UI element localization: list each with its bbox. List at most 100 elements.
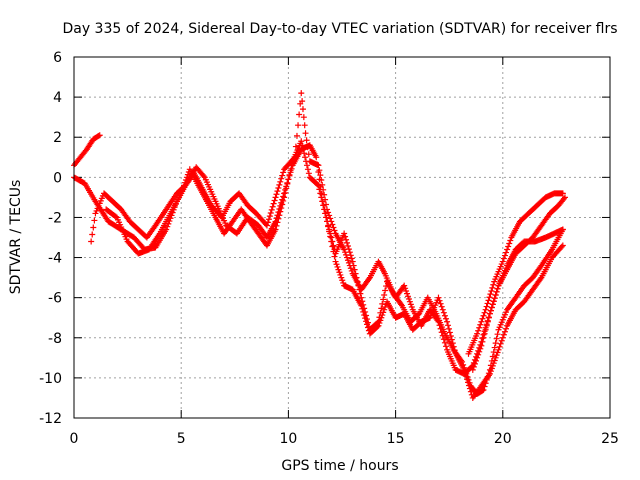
data-point: [95, 132, 102, 139]
data-point: [293, 132, 300, 139]
data-point: [265, 216, 272, 223]
data-point: [180, 185, 187, 192]
data-point: [298, 138, 305, 145]
data-point: [441, 312, 448, 319]
data-point: [345, 259, 352, 266]
data-point: [342, 233, 349, 240]
data-point: [287, 167, 294, 174]
data-point: [338, 274, 345, 281]
data-point: [313, 154, 320, 161]
data-point: [361, 312, 368, 319]
data-point: [182, 177, 189, 184]
series-track-1: [71, 132, 103, 169]
data-point: [465, 382, 472, 389]
x-tick-label: 15: [387, 431, 405, 447]
data-point: [492, 291, 499, 298]
data-point: [375, 322, 382, 329]
data-point: [317, 172, 324, 179]
data-point: [500, 331, 507, 338]
data-point: [112, 213, 119, 220]
data-point: [348, 267, 355, 274]
data-point: [303, 158, 310, 165]
data-point: [273, 191, 280, 198]
data-point: [483, 303, 490, 310]
data-point: [337, 271, 344, 278]
data-point: [482, 326, 489, 333]
data-point: [272, 194, 279, 201]
data-point: [489, 301, 496, 308]
data-point: [279, 172, 286, 179]
data-point: [404, 290, 411, 297]
data-point: [263, 222, 270, 229]
y-tick-label: -12: [39, 411, 62, 427]
x-tick-label: 25: [601, 431, 619, 447]
data-point: [274, 188, 281, 195]
data-point: [336, 269, 343, 276]
data-point: [320, 202, 327, 209]
y-tick-label: -4: [48, 251, 62, 267]
data-point: [184, 171, 191, 178]
data-point: [559, 190, 566, 197]
data-point: [401, 282, 408, 289]
data-point: [339, 277, 346, 284]
data-point: [327, 233, 334, 240]
data-point: [558, 243, 565, 250]
data-point: [404, 293, 411, 300]
data-point: [332, 258, 339, 265]
data-point: [302, 130, 309, 137]
data-point: [303, 137, 310, 144]
data-point: [450, 343, 457, 350]
y-axis-label: SDTVAR / TECUs: [8, 180, 24, 295]
data-point: [435, 294, 442, 301]
chart-title: Day 335 of 2024, Sidereal Day-to-day VTE…: [62, 21, 617, 37]
data-point: [334, 263, 341, 270]
data-point: [277, 208, 284, 215]
data-point: [497, 340, 504, 347]
data-point: [471, 360, 478, 367]
data-point: [482, 306, 489, 313]
data-point: [270, 200, 277, 207]
data-point: [323, 218, 330, 225]
data-point: [298, 90, 305, 97]
data-point: [484, 318, 491, 325]
data-point: [344, 257, 351, 264]
data-point: [381, 306, 388, 313]
data-point: [358, 294, 365, 301]
data-point: [328, 238, 335, 245]
y-tick-label: 0: [53, 170, 62, 186]
data-point: [340, 279, 347, 286]
data-point: [469, 366, 476, 373]
data-point: [491, 344, 498, 351]
data-point: [465, 379, 472, 386]
data-point: [382, 287, 389, 294]
data-point: [507, 237, 514, 244]
data-point: [491, 357, 498, 364]
data-point: [537, 275, 544, 282]
data-point: [299, 142, 306, 149]
data-point: [341, 246, 348, 253]
data-point: [276, 181, 283, 188]
tick-labels: 0 5 10 15 20 25 -12 -10 -8 -6 -4 -2 0 2 4 6: [39, 50, 619, 447]
data-point: [489, 362, 496, 369]
data-point: [436, 297, 443, 304]
data-point: [344, 254, 351, 261]
data-point: [284, 180, 291, 187]
data-point: [485, 314, 492, 321]
data-point: [437, 300, 444, 307]
data-point: [446, 329, 453, 336]
data-point: [489, 284, 496, 291]
data-point: [277, 178, 284, 185]
data-point: [494, 285, 501, 292]
data-point: [278, 175, 285, 182]
data-point: [321, 206, 328, 213]
data-point: [380, 309, 387, 316]
data-point: [467, 388, 474, 395]
data-point: [486, 370, 493, 377]
data-point: [266, 213, 273, 220]
data-point: [466, 385, 473, 392]
data-point: [335, 266, 342, 273]
data-point: [268, 206, 275, 213]
data-point: [487, 307, 494, 314]
data-point: [561, 194, 568, 201]
